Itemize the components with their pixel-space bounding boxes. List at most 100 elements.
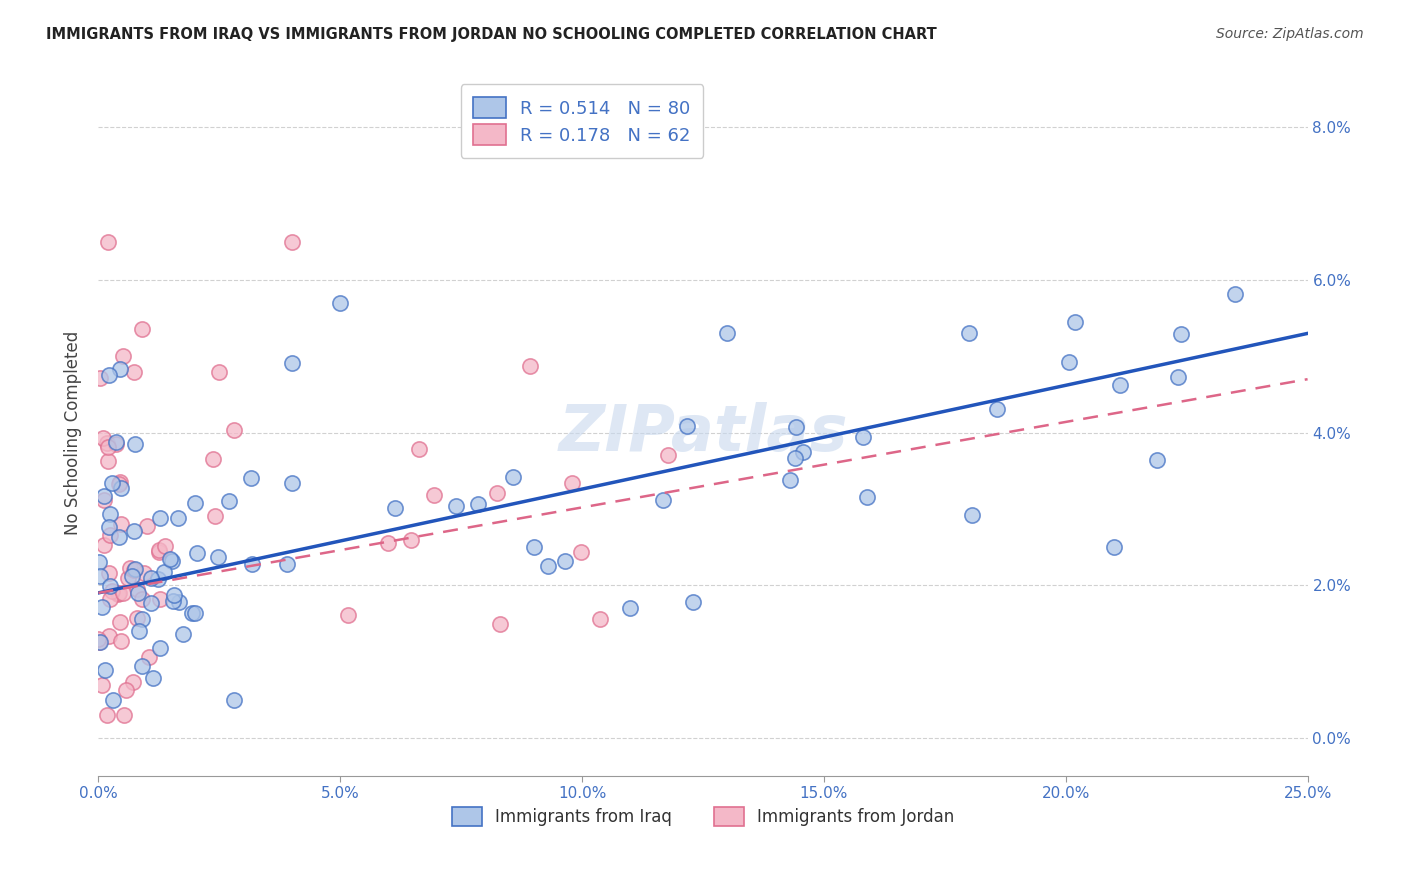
Point	[486, 486, 509, 500]
Point	[89, 635, 111, 649]
Point	[1170, 327, 1192, 342]
Point	[957, 326, 980, 341]
Point	[554, 554, 576, 568]
Point	[242, 557, 264, 571]
Point	[98, 591, 121, 606]
Point	[153, 565, 176, 579]
Point	[97, 454, 120, 468]
Point	[128, 624, 150, 638]
Point	[139, 571, 162, 585]
Point	[224, 692, 246, 706]
Point	[117, 571, 139, 585]
Point	[146, 572, 169, 586]
Point	[96, 708, 118, 723]
Point	[112, 708, 135, 723]
Point	[138, 650, 160, 665]
Point	[94, 663, 117, 677]
Point	[423, 488, 446, 502]
Point	[148, 543, 170, 558]
Point	[122, 524, 145, 538]
Point	[167, 595, 190, 609]
Point	[536, 558, 558, 573]
Point	[98, 507, 121, 521]
Point	[444, 499, 467, 513]
Point	[110, 481, 132, 495]
Point	[100, 476, 122, 491]
Point	[561, 475, 583, 490]
Point	[118, 561, 141, 575]
Text: ZIPatlas: ZIPatlas	[558, 401, 848, 464]
Point	[107, 586, 129, 600]
Legend: Immigrants from Iraq, Immigrants from Jordan: Immigrants from Iraq, Immigrants from Jo…	[446, 800, 960, 833]
Point	[112, 586, 135, 600]
Point	[281, 235, 304, 249]
Point	[208, 365, 231, 379]
Point	[384, 501, 406, 516]
Point	[149, 510, 172, 524]
Point	[108, 530, 131, 544]
Point	[97, 566, 120, 581]
Point	[110, 362, 132, 376]
Y-axis label: No Schooling Completed: No Schooling Completed	[65, 331, 83, 534]
Point	[131, 612, 153, 626]
Point	[148, 544, 170, 558]
Point	[856, 491, 879, 505]
Point	[98, 520, 121, 534]
Point	[1064, 315, 1087, 329]
Point	[110, 475, 132, 489]
Point	[93, 489, 115, 503]
Point	[523, 540, 546, 554]
Point	[408, 442, 430, 456]
Point	[125, 582, 148, 596]
Point	[98, 579, 121, 593]
Point	[89, 634, 111, 648]
Text: IMMIGRANTS FROM IRAQ VS IMMIGRANTS FROM JORDAN NO SCHOOLING COMPLETED CORRELATIO: IMMIGRANTS FROM IRAQ VS IMMIGRANTS FROM …	[46, 27, 938, 42]
Point	[204, 509, 226, 524]
Point	[90, 599, 112, 614]
Point	[127, 611, 149, 625]
Point	[329, 296, 352, 310]
Point	[785, 451, 807, 466]
Point	[657, 448, 679, 462]
Point	[652, 493, 675, 508]
Point	[186, 546, 208, 560]
Point	[122, 563, 145, 577]
Point	[131, 659, 153, 673]
Point	[110, 516, 132, 531]
Point	[960, 508, 983, 523]
Point	[377, 536, 399, 550]
Text: Source: ZipAtlas.com: Source: ZipAtlas.com	[1216, 27, 1364, 41]
Point	[1223, 287, 1246, 301]
Point	[207, 549, 229, 564]
Point	[1146, 453, 1168, 467]
Point	[276, 558, 298, 572]
Point	[167, 511, 190, 525]
Point	[87, 555, 110, 569]
Point	[87, 632, 110, 646]
Point	[792, 444, 814, 458]
Point	[159, 552, 181, 566]
Point	[98, 630, 121, 644]
Point	[1166, 369, 1188, 384]
Point	[101, 692, 124, 706]
Point	[218, 493, 240, 508]
Point	[986, 401, 1008, 416]
Point	[121, 569, 143, 583]
Point	[101, 583, 124, 598]
Point	[162, 594, 184, 608]
Point	[1102, 540, 1125, 554]
Point	[619, 600, 641, 615]
Point	[184, 495, 207, 509]
Point	[676, 418, 699, 433]
Point	[281, 475, 304, 490]
Point	[97, 440, 120, 454]
Point	[467, 498, 489, 512]
Point	[184, 607, 207, 621]
Point	[163, 588, 186, 602]
Point	[172, 627, 194, 641]
Point	[93, 538, 115, 552]
Point	[89, 371, 111, 385]
Point	[569, 544, 592, 558]
Point	[240, 471, 263, 485]
Point	[160, 554, 183, 568]
